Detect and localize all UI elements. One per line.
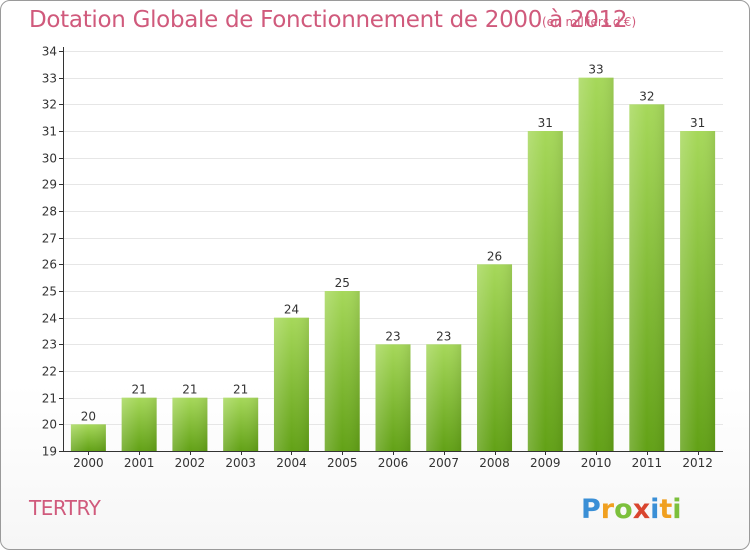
y-tick-label: 28 [42,205,57,219]
y-tick-label: 34 [42,45,57,59]
value-label-2004: 24 [284,303,299,317]
proxiti-logo: Proxiti [581,494,682,525]
bar-shade-2012 [680,131,716,451]
y-tick-label: 23 [42,338,57,352]
value-label-2006: 23 [385,329,400,343]
y-tick-label: 31 [42,125,57,139]
x-tick-label-2003: 2003 [225,456,256,470]
x-tick-label-2001: 2001 [124,456,155,470]
bar-shade-2009 [527,131,563,451]
x-tick-label-2000: 2000 [73,456,104,470]
svg-text:Proxiti: Proxiti [581,494,682,525]
value-label-2005: 25 [335,276,350,290]
x-tick-label-2007: 2007 [428,456,459,470]
value-label-2002: 21 [182,383,197,397]
y-tick-label: 20 [42,418,57,432]
x-tick-label-2006: 2006 [378,456,409,470]
bar-shade-2000 [70,424,106,451]
bar-shade-2005 [324,291,360,451]
labels: 19 20 21 22 23 24 25 26 27 28 29 30 31 32 33 34 20 2000 21… [42,45,713,471]
bar-shade-2001 [121,397,157,451]
axes [59,47,723,455]
x-tick-label-2009: 2009 [530,456,561,470]
value-label-2009: 31 [538,116,553,130]
bar-shade-2010 [578,77,614,452]
y-tick-label: 33 [42,72,57,86]
chart-subtitle: (en milliers d'€) [542,15,637,29]
x-tick-label-2010: 2010 [581,456,612,470]
y-tick-label: 19 [42,445,57,459]
bar-shade-2004 [273,317,309,451]
value-label-2010: 33 [588,63,603,77]
value-label-2008: 26 [487,249,502,263]
y-tick-label: 25 [42,285,57,299]
bar-shade-2003 [223,397,259,451]
x-tick-label-2005: 2005 [327,456,358,470]
x-tick-label-2008: 2008 [479,456,510,470]
bar-shade-2008 [477,264,513,451]
commune-name: TERTRY [29,496,101,520]
bar-shade-2002 [172,397,208,451]
y-tick-label: 26 [42,258,57,272]
y-tick-label: 30 [42,152,57,166]
bars [70,77,716,452]
y-tick-label: 29 [42,178,57,192]
value-label-2007: 23 [436,329,451,343]
value-label-2000: 20 [81,409,96,423]
y-tick-label: 27 [42,232,57,246]
bar-shade-2007 [426,344,462,451]
bar-shade-2011 [629,104,665,451]
y-tick-label: 22 [42,365,57,379]
value-label-2011: 32 [639,89,654,103]
y-tick-label: 24 [42,312,57,326]
value-label-2001: 21 [132,383,147,397]
x-tick-label-2012: 2012 [682,456,713,470]
bar-shade-2006 [375,344,411,451]
value-label-2003: 21 [233,383,248,397]
chart-title: Dotation Globale de Fonctionnement de 20… [29,7,628,33]
x-tick-label-2004: 2004 [276,456,307,470]
y-tick-label: 32 [42,98,57,112]
x-tick-label-2011: 2011 [632,456,663,470]
value-label-2012: 31 [690,116,705,130]
y-tick-label: 21 [42,392,57,406]
x-tick-label-2002: 2002 [175,456,206,470]
